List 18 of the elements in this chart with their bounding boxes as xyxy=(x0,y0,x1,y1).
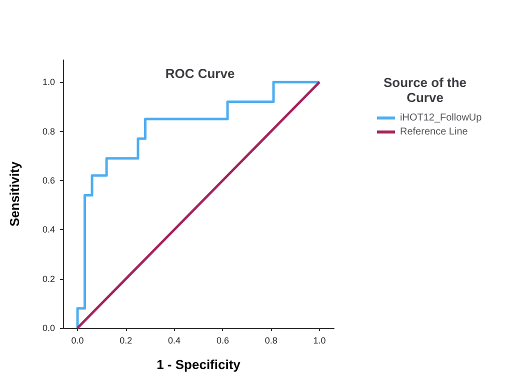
y-axis-title: Sensitivity xyxy=(7,160,22,227)
y-tick-label: 0.6 xyxy=(42,175,55,186)
y-tick-label: 1.0 xyxy=(42,77,55,88)
y-tick-label: 0.8 xyxy=(42,126,55,136)
x-tick-label: 0.6 xyxy=(216,336,229,346)
legend-label: Reference Line xyxy=(400,126,468,138)
legend-title: Source of the Curve xyxy=(383,75,467,105)
x-tick-label: 0.8 xyxy=(264,336,278,346)
x-tick-label: 0.0 xyxy=(71,336,84,346)
text: ROC Curve xyxy=(165,66,235,81)
x-axis-title: 1 - Specificity xyxy=(156,357,242,372)
x-tick-label: 1.0 xyxy=(313,336,326,346)
legend-label: iHOT12_FollowUp xyxy=(400,112,482,124)
y-tick-label: 0.0 xyxy=(42,323,55,333)
y-tick-label: 0.2 xyxy=(42,274,55,284)
x-tick-label: 0.4 xyxy=(168,336,181,346)
x-tick-label: 0.2 xyxy=(120,336,132,346)
y-tick-label: 0.4 xyxy=(42,224,55,235)
